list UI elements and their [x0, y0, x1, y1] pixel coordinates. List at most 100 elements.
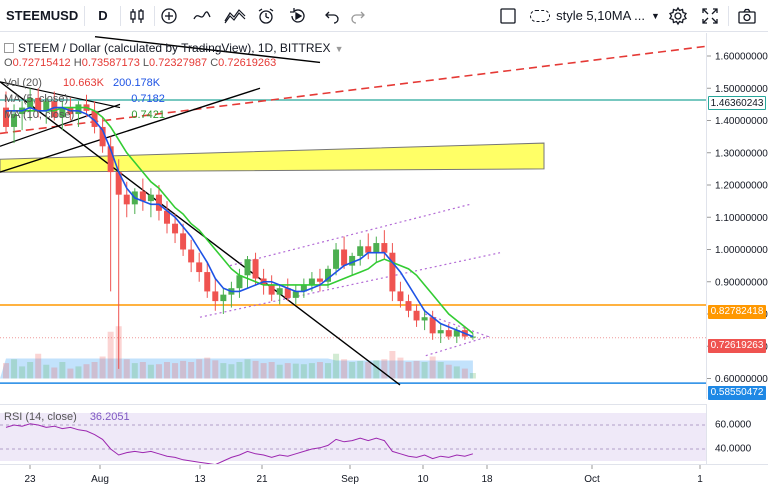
rsi-axis[interactable]: 60.0000 40.0000	[706, 404, 768, 464]
alert-clock-icon[interactable]	[254, 0, 278, 31]
rsi-value: 36.2051	[89, 411, 130, 423]
time-axis[interactable]: 23 Aug 13 21 Sep 10 18 Oct 1	[0, 464, 768, 496]
redo-icon[interactable]	[348, 0, 370, 31]
time-tick-label: Aug	[91, 474, 109, 485]
bar-style-icon[interactable]	[126, 0, 148, 31]
volume-bar	[3, 363, 9, 379]
fan-trendline	[0, 81, 121, 109]
price-pane[interactable]: STEEM / Dollar (calculated by TradingVie…	[0, 33, 706, 399]
fullscreen-icon[interactable]	[698, 0, 722, 31]
volume-bar	[180, 360, 187, 379]
interval-selector[interactable]: D	[98, 8, 108, 23]
candle-body	[268, 284, 275, 295]
volume-bar	[268, 362, 275, 379]
rsi-tick-label: 60.0000	[715, 420, 752, 431]
candle-body	[300, 284, 307, 292]
collapse-legend-icon[interactable]	[4, 43, 14, 53]
rsi-legend[interactable]: RSI (14, close) 36.2051	[4, 411, 130, 423]
candle-body	[421, 317, 428, 321]
candle-body	[381, 243, 388, 253]
financials-icon[interactable]	[222, 0, 248, 31]
volume-bar	[421, 362, 428, 379]
settings-gear-icon[interactable]	[666, 0, 690, 31]
camera-snapshot-icon[interactable]	[734, 0, 760, 31]
rsi-line	[5, 423, 474, 465]
volume-bar	[91, 362, 98, 379]
ma5-legend[interactable]: MA (5, close) 0.7182	[4, 93, 165, 105]
close-label: C	[210, 57, 219, 69]
time-tick-label: 10	[417, 474, 429, 485]
candle-body	[373, 243, 380, 253]
volume-bar	[43, 364, 50, 379]
price-tick-label: 1.00000000	[715, 245, 768, 256]
price-tick-label: 0.90000000	[715, 277, 768, 288]
volume-bar	[461, 368, 468, 379]
volume-bar	[11, 359, 18, 379]
time-tick-label: 1	[697, 474, 703, 485]
candle-body	[139, 191, 146, 202]
candle-body	[429, 317, 436, 334]
candle-body	[11, 114, 18, 127]
volume-bar	[212, 360, 219, 379]
candle-body	[188, 249, 195, 263]
candle-body	[91, 110, 98, 127]
cloud-icon	[530, 9, 551, 22]
chart-legend-title: STEEM / Dollar (calculated by TradingVie…	[4, 41, 343, 55]
candle-body	[220, 294, 227, 302]
price-chart-canvas[interactable]	[0, 33, 706, 399]
volume-ma-value: 200.178K	[113, 77, 161, 89]
high-value: 0.73587173	[81, 57, 140, 69]
candle-body	[389, 252, 396, 292]
chevron-down-icon[interactable]: ▼	[334, 44, 344, 54]
top-trendline	[94, 35, 321, 64]
symbol-search[interactable]: STEEMUSD	[6, 8, 79, 23]
fan-trendline	[0, 103, 121, 147]
toolbar-divider	[728, 6, 729, 26]
volume-bar	[429, 356, 436, 379]
replay-icon[interactable]	[286, 0, 310, 31]
volume-bar	[75, 366, 82, 379]
volume-bar	[252, 360, 259, 379]
candle-body	[325, 268, 331, 282]
volume-bar	[381, 359, 388, 379]
candle-body	[75, 104, 82, 115]
rsi-chart-canvas[interactable]	[0, 405, 706, 465]
undo-icon[interactable]	[320, 0, 342, 31]
candle-body	[59, 107, 66, 118]
candle-body	[445, 330, 452, 337]
candle-body	[469, 336, 476, 338]
candle-body	[51, 101, 58, 118]
triangle-pattern	[424, 313, 490, 357]
ma5-line	[6, 106, 474, 338]
volume-bar	[389, 351, 396, 379]
candle-body	[292, 291, 299, 298]
low-price-tag: 0.58550472	[708, 386, 766, 400]
candle-body	[316, 278, 323, 282]
time-tick-label: 21	[256, 474, 268, 485]
volume-bar	[365, 362, 372, 379]
volume-legend[interactable]: Vol (20) 10.663K 200.178K	[4, 77, 160, 89]
volume-bar	[413, 360, 420, 379]
checkbox-icon[interactable]	[496, 0, 520, 31]
indicators-icon[interactable]	[190, 0, 214, 31]
time-tick-label: Oct	[584, 474, 600, 485]
add-indicator-icon[interactable]	[158, 0, 180, 31]
time-tick-label: 23	[24, 474, 36, 485]
rsi-pane[interactable]: RSI (14, close) 36.2051	[0, 404, 706, 465]
candle-body	[349, 255, 356, 266]
candle-body	[284, 288, 291, 298]
volume-bar	[220, 363, 227, 379]
ma10-legend[interactable]: MA (10, close) 0.7421	[4, 109, 165, 121]
chart-style-template[interactable]: style 5,10MA ... ▼	[528, 0, 662, 31]
volume-bar	[164, 362, 170, 379]
candle-body	[244, 259, 251, 276]
candle-body	[180, 233, 187, 250]
candle-body	[123, 194, 130, 205]
volume-bar	[284, 363, 291, 379]
volume-bar	[260, 363, 267, 379]
candle-body	[437, 330, 444, 334]
rsi-label: RSI (14, close)	[4, 411, 77, 423]
low-label: L	[142, 57, 150, 69]
price-tick-label: 1.60000000	[715, 52, 768, 63]
toolbar-divider	[154, 6, 155, 26]
